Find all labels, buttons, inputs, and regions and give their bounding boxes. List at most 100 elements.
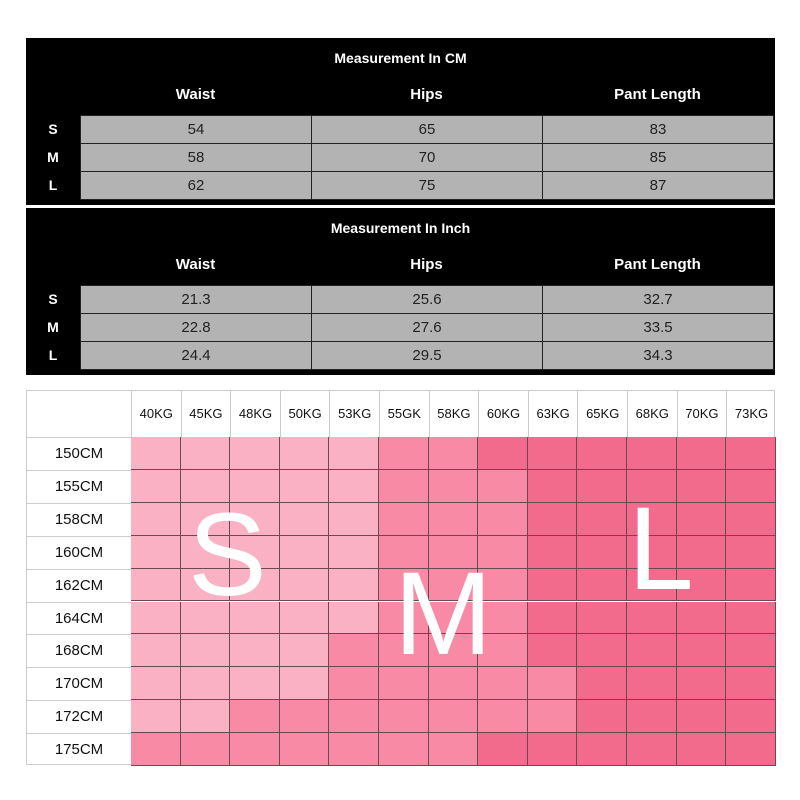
grid-cell-L (726, 568, 776, 602)
weight-header: 73KG (726, 391, 776, 437)
grid-cell-M (478, 535, 528, 569)
grid-cell-S (131, 700, 181, 734)
grid-cell-S (329, 437, 379, 470)
grid-cell-M (180, 733, 231, 766)
grid-cell-S (230, 667, 280, 701)
grid-cell-M (478, 502, 528, 536)
grid-cell-M (428, 733, 479, 766)
grid-cell-S (230, 535, 280, 569)
height-label: 175CM (27, 733, 131, 766)
grid-cell-M (329, 700, 379, 734)
weight-header: 65KG (577, 391, 627, 437)
grid-cell-S (131, 634, 181, 668)
grid-cell-L (726, 733, 776, 766)
grid-cell-L (726, 667, 776, 701)
grid-cell-S (279, 535, 330, 569)
weight-header: 68KG (627, 391, 677, 437)
grid-cell-M (379, 568, 429, 602)
grid-cell-M (428, 535, 479, 569)
table-cell: 75 (311, 171, 543, 200)
weight-header: 50KG (279, 391, 330, 437)
weight-header: 60KG (478, 391, 528, 437)
grid-cell-S (230, 502, 280, 536)
height-label: 172CM (27, 700, 131, 733)
grid-cell-L (676, 502, 727, 536)
grid-cell-M (428, 634, 479, 668)
grid-cell-L (676, 733, 727, 766)
grid-cell-L (627, 437, 677, 470)
grid-cell-S (230, 601, 280, 635)
grid-cell-L (527, 634, 578, 668)
size-label-l: L (628, 483, 694, 615)
grid-cell-S (279, 601, 330, 635)
grid-cell-S (329, 502, 379, 536)
table-cell: 54 (80, 115, 312, 144)
table-title: Measurement In Inch (330, 220, 471, 236)
size-label: S (48, 291, 58, 307)
grid-cell-M (279, 733, 330, 766)
grid-cell-L (627, 535, 677, 569)
grid-cell-M (279, 700, 330, 734)
grid-cell-L (627, 568, 677, 602)
table-title: Measurement In CM (334, 50, 467, 66)
grid-cell-L (676, 634, 727, 668)
grid-cell-S (131, 601, 181, 635)
grid-cell-L (676, 469, 727, 503)
grid-cell-L (577, 700, 627, 734)
grid-cell-L (577, 535, 627, 569)
grid-cell-M (478, 601, 528, 635)
table-cell: 87 (542, 171, 774, 200)
grid-cell-L (527, 469, 578, 503)
size-label: L (48, 177, 58, 193)
grid-cell-S (230, 634, 280, 668)
size-grid: 40KG 45KG 48KG 50KG 53KG 55GK 58KG 60KG 63KG 65KG… (26, 390, 776, 766)
grid-cell-S (180, 568, 231, 602)
grid-cell-L (527, 733, 578, 766)
grid-cell-M (379, 535, 429, 569)
grid-cell-L (726, 634, 776, 668)
grid-cell-L (726, 535, 776, 569)
column-header: Pant Length (614, 86, 701, 103)
size-label: S (48, 121, 58, 137)
size-label: M (47, 149, 59, 165)
grid-cell-M (379, 667, 429, 701)
grid-cell-L (627, 634, 677, 668)
size-label-m: M (394, 548, 493, 680)
height-label: 164CM (27, 601, 131, 635)
column-header: Pant Length (614, 256, 701, 273)
grid-cell-S (230, 469, 280, 503)
grid-cell-L (627, 700, 677, 734)
grid-cell-M (379, 437, 429, 470)
grid-cell-S (180, 437, 231, 470)
grid-cell-S (131, 469, 181, 503)
grid-cell-M (428, 437, 479, 470)
grid-cell-L (726, 700, 776, 734)
grid-cell-L (627, 667, 677, 701)
grid-cell-L (577, 437, 627, 470)
grid-cell-L (726, 502, 776, 536)
table-cell: 29.5 (311, 341, 543, 370)
grid-cell-S (279, 568, 330, 602)
grid-cell-S (279, 667, 330, 701)
grid-cell-S (329, 535, 379, 569)
grid-cell-L (676, 568, 727, 602)
grid-cell-S (131, 568, 181, 602)
grid-cell-L (527, 502, 578, 536)
grid-cell-L (726, 601, 776, 635)
table-cell: 34.3 (542, 341, 774, 370)
grid-cell-L (627, 733, 677, 766)
grid-cell-L (627, 502, 677, 536)
grid-cell-L (627, 469, 677, 503)
grid-cell-L (527, 535, 578, 569)
grid-cell-M (329, 667, 379, 701)
grid-cell-L (676, 601, 727, 635)
grid-cell-L (527, 568, 578, 602)
grid-cell-M (478, 700, 528, 734)
table-cell: 21.3 (80, 285, 312, 314)
inch-table: Measurement In Inch Waist Hips Pant Length S… (26, 208, 775, 375)
grid-cell-M (428, 700, 479, 734)
grid-cell-M (379, 700, 429, 734)
grid-cell-S (329, 601, 379, 635)
grid-cell-L (577, 601, 627, 635)
grid-cell-L (577, 502, 627, 536)
